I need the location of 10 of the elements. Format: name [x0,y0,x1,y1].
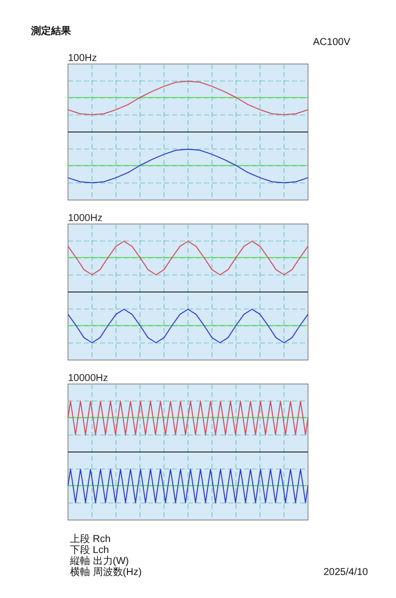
chart-title: 100Hz [68,53,97,64]
text: 2025/4/10 [324,567,368,578]
text: 下段 Lch [70,544,109,556]
chart-title: 1000Hz [68,213,102,224]
text: 横軸 周波数(Hz) [70,566,142,578]
text: 縦軸 出力(W) [69,555,129,567]
chart-title: 10000Hz [68,373,108,384]
text: AC100V [313,37,351,48]
text: 測定結果 [30,25,72,37]
text: 上段 Rch [70,533,111,545]
